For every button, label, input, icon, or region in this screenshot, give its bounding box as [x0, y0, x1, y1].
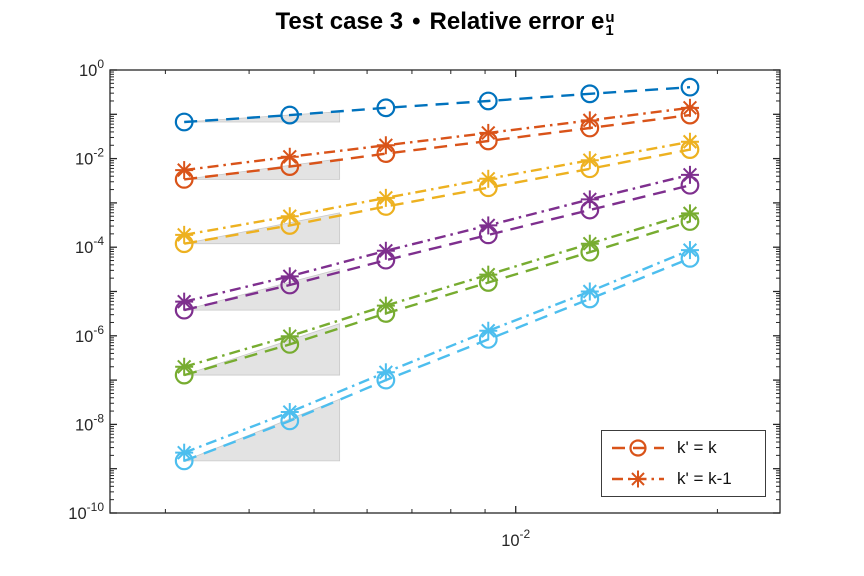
asterisk-marker [280, 267, 299, 286]
axis-ticks [110, 69, 780, 514]
asterisk-marker [376, 363, 395, 382]
circle-marker [680, 77, 700, 97]
series-green-k-k-1 [175, 204, 699, 376]
series-line [183, 173, 691, 303]
asterisk-marker [680, 98, 699, 117]
asterisk-marker [175, 357, 194, 376]
asterisk-marker [280, 147, 299, 166]
series-purple-k-k [174, 175, 700, 320]
asterisk-marker [376, 296, 395, 315]
series-line [183, 248, 691, 454]
slope-4-triangle [184, 268, 341, 311]
series-line [184, 106, 691, 172]
y-tick-label: 10-2 [75, 146, 104, 169]
title-e-subscript: 1 [605, 21, 614, 39]
asterisk-marker [580, 151, 599, 170]
slope-2-triangle [184, 158, 341, 180]
legend-label: k' = k [677, 438, 717, 457]
slope-triangles [184, 111, 341, 462]
circle-marker [174, 112, 194, 132]
y-tick-label: 10-8 [75, 411, 104, 434]
y-tick-label: 100 [79, 57, 104, 80]
asterisk-marker [479, 123, 498, 142]
circle-marker [478, 91, 498, 111]
asterisk-marker [580, 190, 599, 209]
asterisk-marker [175, 161, 194, 180]
series-line [183, 184, 691, 312]
asterisk-marker [376, 188, 395, 207]
series-line [183, 140, 691, 237]
axis-tick-labels: 100 10-2 10-4 10-6 10-8 10-10 10-2 [68, 57, 530, 550]
asterisk-marker [175, 225, 194, 244]
title-bullet: • [412, 8, 421, 35]
circle-marker [280, 105, 300, 125]
series-line [183, 212, 691, 368]
asterisk-marker [680, 165, 699, 184]
title-e-superscript: u [605, 8, 615, 26]
series-line [184, 86, 691, 124]
series-line [183, 148, 691, 245]
legend-item-kprime-k-1: k' = k-1 [602, 465, 765, 493]
series-yellow-k-k-1 [175, 132, 699, 244]
asterisk-marker [580, 234, 599, 253]
asterisk-marker [280, 403, 299, 422]
series-blue-k-k [174, 77, 700, 132]
legend-label: k' = k-1 [677, 469, 732, 488]
asterisk-marker [479, 321, 498, 340]
y-tick-label: 10-6 [75, 323, 104, 346]
slope-3-triangle [184, 212, 341, 245]
asterisk-marker [479, 169, 498, 188]
asterisk-marker [479, 265, 498, 284]
circle-marker [580, 84, 600, 104]
legend: k' = k k' = k-1 [601, 430, 766, 497]
series-line [183, 257, 691, 463]
series-line [183, 220, 691, 377]
asterisk-marker [680, 132, 699, 151]
asterisk-marker [175, 292, 194, 311]
title-prefix: Test case 3 [275, 8, 404, 35]
series-line [184, 113, 691, 181]
asterisk-marker [680, 241, 699, 260]
asterisk-marker [376, 136, 395, 155]
legend-sample-dashed-circle-icon [612, 439, 664, 457]
title-suffix: Relative error e [429, 8, 605, 35]
legend-sample-dashdot-asterisk-icon [612, 470, 664, 488]
asterisk-marker [280, 207, 299, 226]
x-tick-label: 10-2 [501, 527, 530, 550]
asterisk-marker [680, 204, 699, 223]
series-purple-k-k-1 [175, 165, 699, 311]
asterisk-marker [280, 327, 299, 346]
slope-6-triangle [184, 398, 341, 462]
series-orange-k-k-1 [175, 98, 699, 180]
asterisk-marker [629, 470, 647, 488]
circle-marker [376, 98, 396, 118]
asterisk-marker [175, 443, 194, 462]
asterisk-marker [479, 216, 498, 235]
asterisk-marker [580, 111, 599, 130]
asterisk-marker [580, 282, 599, 301]
circle-marker [629, 439, 647, 457]
slope-5-triangle [184, 323, 341, 376]
data-series [174, 77, 700, 471]
series-cyan-k-k-1 [175, 241, 699, 462]
y-tick-label: 10-10 [68, 500, 104, 523]
y-tick-label: 10-4 [75, 234, 104, 257]
asterisk-marker [376, 241, 395, 260]
slope-1-triangle [184, 111, 341, 123]
legend-item-kprime-k: k' = k [602, 434, 765, 462]
